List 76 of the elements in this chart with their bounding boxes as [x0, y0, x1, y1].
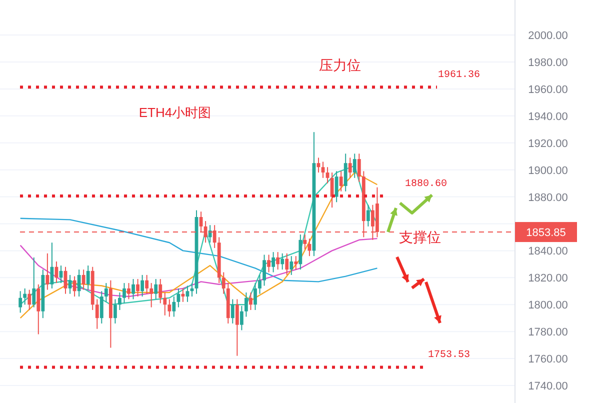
y-tick-label: 1760.00 [528, 354, 568, 366]
y-tick-label: 1840.00 [528, 246, 568, 258]
candlestick [36, 284, 40, 335]
candlestick [339, 170, 343, 192]
candlestick [280, 252, 284, 270]
candlestick [28, 289, 32, 310]
candlestick [104, 282, 108, 302]
y-tick-label: 1800.00 [528, 300, 568, 312]
candlestick [122, 282, 126, 304]
candlestick [163, 292, 167, 316]
candlestick [77, 269, 81, 298]
candlestick [32, 256, 36, 308]
ref-line-label: 1880.60 [405, 178, 448, 190]
y-tick-label: 1880.00 [528, 192, 568, 204]
ref-line-label: 1961.36 [438, 70, 480, 82]
candlestick [140, 274, 144, 298]
candlestick [258, 274, 262, 294]
candlestick [82, 269, 86, 290]
ref-line-label: 1853.85 [526, 227, 566, 240]
candlestick [113, 298, 117, 324]
line-series [20, 238, 378, 298]
candlestick [294, 256, 298, 270]
candlestick [267, 254, 270, 273]
y-tick-label: 1820.00 [528, 272, 568, 285]
candlestick [132, 278, 135, 300]
candlestick [235, 298, 239, 356]
candlestick [145, 274, 149, 294]
y-tick-label: 1980.00 [528, 57, 568, 69]
annotation: ETH4小时图 [138, 105, 212, 120]
candlestick [285, 252, 289, 276]
y-tick-label: 1740.00 [528, 380, 568, 392]
candlestick [240, 305, 244, 331]
candlestick [326, 166, 330, 184]
candlestick [249, 292, 252, 310]
line-series [20, 218, 378, 282]
annotation: 支撑位 [399, 229, 441, 245]
candlestick [357, 153, 361, 182]
candlestick [100, 290, 104, 324]
candlestick [344, 153, 348, 192]
candlestick [276, 252, 280, 270]
candlestick [136, 278, 140, 298]
candlestick [334, 170, 338, 203]
ref-line-label: 1753.53 [428, 350, 470, 362]
candlestick [230, 298, 234, 324]
annotation: 压力位 [319, 57, 361, 73]
candlestick [254, 282, 257, 310]
y-tick-label: 1960.00 [528, 84, 568, 96]
candlestick [150, 282, 154, 308]
candlestick [262, 254, 266, 286]
candlestick [352, 153, 356, 178]
candlestick [95, 298, 99, 330]
candlestick [186, 285, 190, 302]
candlestick [290, 256, 294, 276]
candlestick [18, 290, 22, 314]
candlestick [321, 161, 325, 178]
candlestick [172, 296, 176, 318]
y-tick-label: 1920.00 [528, 138, 568, 150]
candlestick [158, 278, 162, 304]
y-tick-label: 1900.00 [528, 164, 568, 177]
candlestick [154, 278, 158, 300]
candlestick [348, 157, 352, 178]
candlestick [86, 265, 90, 290]
y-tick-label: 2000.00 [528, 30, 568, 42]
candlestick [303, 234, 307, 250]
candlestick [118, 292, 122, 310]
candlestick [46, 252, 50, 290]
y-tick-label: 1780.00 [528, 326, 568, 339]
candlestick [222, 272, 226, 294]
candlestick [23, 288, 27, 306]
candlestick [272, 252, 276, 273]
candlestick [127, 282, 130, 300]
candlestick [168, 298, 172, 318]
y-tick-label: 1940.00 [528, 110, 568, 123]
candlestick [244, 292, 248, 318]
candlestick [366, 204, 370, 227]
candlestick [176, 288, 180, 308]
